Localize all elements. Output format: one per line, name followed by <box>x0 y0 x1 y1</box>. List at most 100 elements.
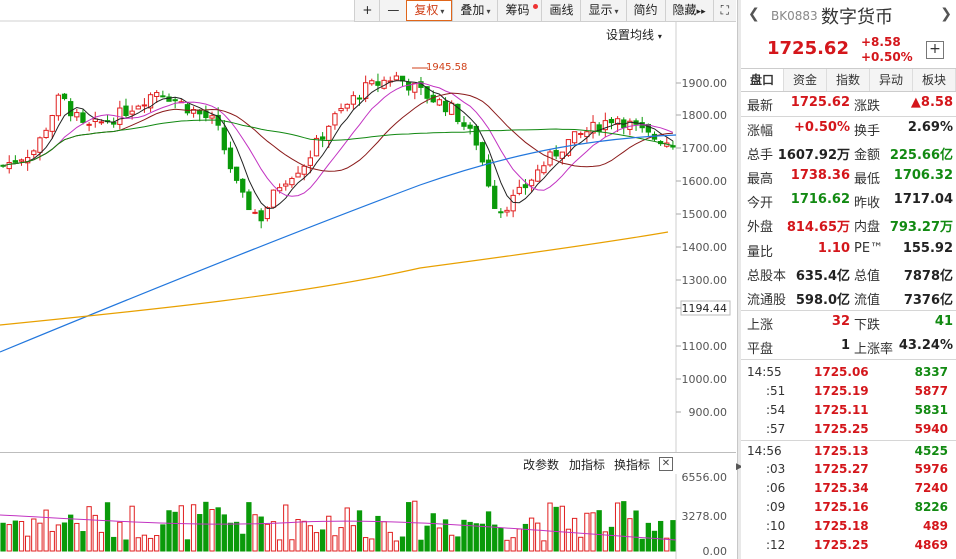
quote-row: 上涨 32 下跌 41 <box>741 311 956 335</box>
edit-params-button[interactable]: 改参数 <box>523 458 560 472</box>
quote-label: 最新 <box>747 99 774 114</box>
zoom-in-button[interactable]: + <box>354 0 379 21</box>
tick-row: :54 1725.11 5831 <box>741 401 956 420</box>
volume-bar <box>350 525 357 552</box>
simple-button[interactable]: 简约 <box>625 0 665 21</box>
stock-code: BK0883 <box>771 9 818 23</box>
volume-bar <box>504 539 510 552</box>
quote-label: 昨收 <box>854 196 881 212</box>
volume-bar <box>31 518 37 552</box>
candle-body <box>565 139 572 156</box>
tick-volume: 4869 <box>914 538 948 553</box>
y-tick-label: 1400.00 <box>682 241 728 254</box>
volume-bar <box>68 514 74 552</box>
candle-body <box>522 184 529 189</box>
kline-chart[interactable]: 1900.00 1800.00 1700.00 1600.00 1500.00 1400.… <box>0 0 736 559</box>
peak-label: 1945.58 <box>426 62 467 73</box>
volume-bar <box>221 514 227 552</box>
quote-label: 总手 <box>747 148 774 164</box>
tab-0[interactable]: 盘口 <box>741 69 784 91</box>
quote-label: 量比 <box>747 244 774 260</box>
notification-dot-icon <box>533 4 539 9</box>
change-percent: +0.50% <box>861 50 913 64</box>
volume-bar <box>412 500 418 552</box>
volume-bar <box>596 510 602 552</box>
chart-area[interactable]: 1900.00 1800.00 1700.00 1600.00 1500.00 1400.… <box>0 0 736 559</box>
quote-value: 1738.36 <box>790 168 850 184</box>
divider <box>741 116 956 118</box>
draw-line-button[interactable]: 画线 <box>541 0 580 21</box>
quote-label: 今开 <box>747 196 774 212</box>
volume-bar <box>289 539 295 552</box>
volume-bar <box>424 525 430 552</box>
volume-bar <box>332 535 338 552</box>
tick-row: :12 1725.25 4869 <box>741 536 956 555</box>
chevron-right-icon[interactable]: ❯ <box>940 6 952 22</box>
hide-button[interactable]: 隐藏▸▸ <box>664 0 713 21</box>
overlay-button[interactable]: 叠加 ▾ <box>452 0 497 21</box>
quote-row: 量比 1.10 PE™ 155.92 <box>741 238 956 262</box>
fullscreen-icon[interactable]: ⛶ <box>712 0 736 21</box>
volume-bar <box>485 511 492 552</box>
candle-body <box>332 113 338 126</box>
candle-body <box>467 124 473 129</box>
candle-body <box>350 95 357 105</box>
volume-bar <box>12 520 19 552</box>
candle-body <box>98 121 105 124</box>
tick-volume: 5976 <box>914 462 948 477</box>
quote-value: 7376亿 <box>903 292 953 308</box>
volume-bar <box>154 535 160 552</box>
candle-body <box>670 145 676 148</box>
tab-3[interactable]: 异动 <box>870 69 913 91</box>
panel-divider[interactable] <box>737 0 741 559</box>
candle-body <box>227 147 234 170</box>
volume-bar <box>670 520 676 552</box>
ma-setting-button[interactable]: 设置均线 ▾ <box>606 26 662 43</box>
close-icon[interactable]: ✕ <box>659 457 673 471</box>
candle-body <box>541 165 547 174</box>
adjust-button[interactable]: 复权 ▾ <box>406 0 453 21</box>
divider <box>741 439 956 441</box>
volume-bar <box>571 517 578 552</box>
volume-bar <box>227 522 234 552</box>
volume-bar <box>319 529 326 552</box>
sub-y-tick-label: 6556.00 <box>682 471 728 484</box>
volume-bar <box>25 535 31 552</box>
quote-value: 814.65万 <box>786 220 850 236</box>
candle-body <box>37 137 43 153</box>
chips-button[interactable]: 筹码 <box>497 0 541 21</box>
candle-body <box>258 210 264 222</box>
tick-time: :51 <box>766 383 786 398</box>
tab-1[interactable]: 资金 <box>784 69 827 91</box>
divider <box>741 359 956 361</box>
volume-bar <box>246 502 252 552</box>
tick-price: 1725.25 <box>814 421 869 436</box>
tab-4[interactable]: 板块 <box>913 69 956 91</box>
candle-body <box>123 105 129 117</box>
quote-value: 7878亿 <box>903 268 953 284</box>
quote-row: 涨幅 +0.50% 换手 2.69% <box>741 117 956 141</box>
y-tick-label: 1500.00 <box>682 208 728 221</box>
switch-indicator-button[interactable]: 换指标 <box>614 458 651 472</box>
volume-bar <box>203 501 209 552</box>
volume-bar <box>313 532 320 552</box>
hide-label: 隐藏 <box>672 3 697 17</box>
zoom-out-button[interactable]: — <box>379 0 406 21</box>
indicator-toolbar: 改参数 加指标 换指标 ✕ <box>0 452 736 475</box>
candle-body <box>578 133 584 136</box>
candle-body <box>602 120 608 131</box>
volume-bar <box>160 524 166 552</box>
volume-bar <box>80 531 86 552</box>
candle-body <box>160 95 166 98</box>
volume-bar <box>430 513 436 552</box>
add-indicator-button[interactable]: 加指标 <box>569 458 606 472</box>
collapse-arrow-icon[interactable]: ▶ <box>736 462 743 472</box>
tick-time: :57 <box>766 421 786 436</box>
tab-2[interactable]: 指数 <box>827 69 870 91</box>
add-watchlist-icon[interactable]: + <box>926 41 944 59</box>
chevron-left-icon[interactable]: ❮ <box>748 6 760 22</box>
display-button[interactable]: 显示 ▾ <box>580 0 625 21</box>
quote-panel: ❮ BK0883 数字货币 ❯ 1725.62 +8.58 +0.50% + 盘口… <box>741 0 956 559</box>
tick-volume: 4525 <box>914 443 948 458</box>
tick-list[interactable]: 14:55 1725.06 8337:51 1725.19 5877:54 1725.11… <box>741 360 956 555</box>
